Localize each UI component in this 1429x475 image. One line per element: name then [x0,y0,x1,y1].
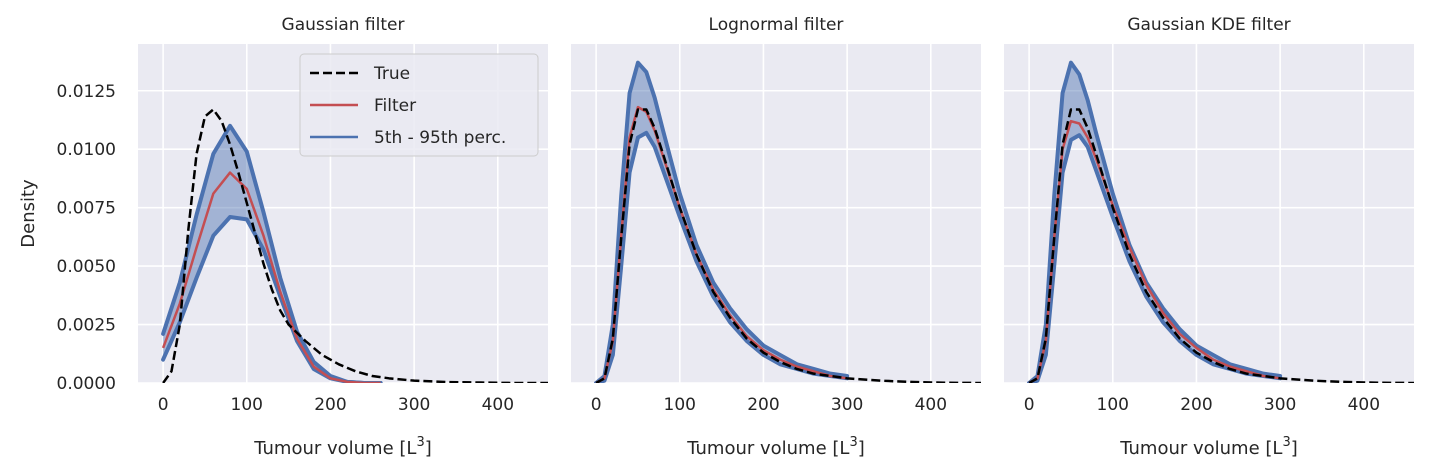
x-tick-label: 100 [1097,395,1129,415]
x-tick-label: 0 [591,395,602,415]
plot-area [571,44,981,383]
plot-area [1004,44,1414,383]
panel-title: Gaussian filter [282,15,405,35]
x-axis-label-superscript: 3 [1282,435,1290,450]
x-axis-label: Tumour volume [L3] [253,435,432,459]
y-tick-label: 0.0075 [57,199,116,219]
legend-label: 5th - 95th perc. [374,128,506,148]
lower-5th-line [1027,133,1283,383]
x-axis-label: Tumour volume [L3] [1119,435,1298,459]
x-tick-label: 300 [831,395,863,415]
x-tick-label: 400 [1348,395,1380,415]
series-group [1027,60,1414,383]
x-tick-label: 0 [1024,395,1035,415]
x-tick-label: 300 [1264,395,1296,415]
x-tick-label: 0 [158,395,169,415]
series-group [161,108,548,383]
filter-line [161,171,381,383]
y-tick-label: 0.0000 [57,374,116,394]
x-tick-label: 100 [231,395,263,415]
upper-95th-line [594,60,850,383]
x-axis-label-text: Tumour volume [L [1119,438,1282,459]
x-tick-label: 400 [482,395,514,415]
x-axis-label-close: ] [1291,438,1298,459]
y-tick-label: 0.0125 [57,82,116,102]
x-axis-label-close: ] [858,438,865,459]
legend-label: Filter [374,96,416,116]
series-group [594,60,981,383]
x-tick-label: 300 [398,395,430,415]
legend-box [299,53,539,157]
x-axis-label-text: Tumour volume [L [253,438,416,459]
lower-5th-line [594,130,850,383]
true-line [1028,108,1414,383]
x-axis-label: Tumour volume [L3] [686,435,865,459]
panel-title: Gaussian KDE filter [1127,15,1290,35]
filter-line [1028,119,1281,383]
panel-1: 0 100 200 300 400 0.0000 0.0025 0.0050 0.0075 0.0… [18,15,548,459]
true-line [162,108,548,383]
y-tick-label: 0.0025 [57,316,116,336]
y-tick-label: 0.0100 [57,140,116,160]
y-axis-label: Density [18,179,39,248]
panel-3: 0 100 200 300 400 Gaussian KDE filter Tumour v… [1004,15,1414,459]
x-axis-label-close: ] [425,438,432,459]
upper-95th-line [1027,60,1283,383]
panel-title: Lognormal filter [709,15,844,35]
x-tick-label: 100 [664,395,696,415]
legend: True Filter 5th - 95th perc. [299,53,539,157]
legend-label: True [373,64,410,84]
panel-2: 0 100 200 300 400 Lognormal filter Tumour volu… [571,15,981,459]
x-tick-label: 200 [314,395,346,415]
x-axis-label-superscript: 3 [416,435,424,450]
true-line [595,108,981,383]
x-axis-label-superscript: 3 [849,435,857,450]
x-axis-label-text: Tumour volume [L [686,438,849,459]
x-tick-label: 200 [747,395,779,415]
x-tick-label: 400 [915,395,947,415]
y-tick-label: 0.0050 [57,257,116,277]
x-tick-label: 200 [1180,395,1212,415]
